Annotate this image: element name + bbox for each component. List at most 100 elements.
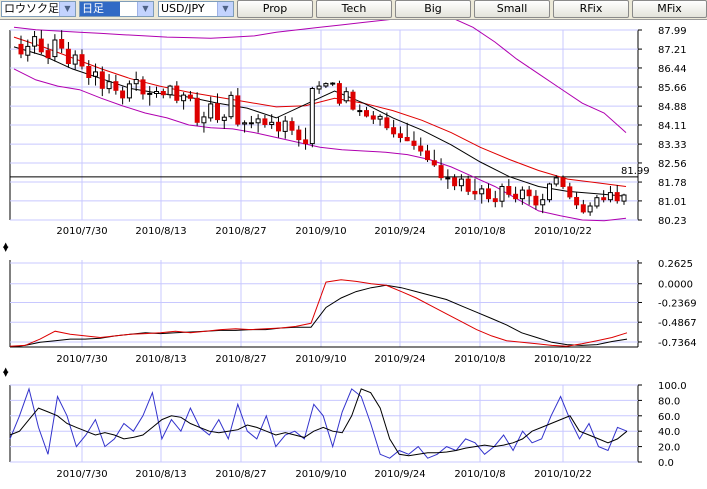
candle-body	[397, 133, 403, 139]
y-tick-label: -0.2369	[658, 298, 697, 309]
panel-splitter[interactable]: ▲ ▼	[0, 241, 707, 253]
y-tick-label: 80.23	[658, 216, 687, 227]
y-tick-label: 84.88	[658, 102, 687, 113]
candle-body	[262, 118, 268, 126]
candle-body	[621, 194, 627, 202]
candle-body	[201, 116, 207, 124]
candle-body	[235, 95, 241, 125]
candle-body	[479, 188, 485, 195]
candle-body	[465, 178, 471, 192]
candle-body	[574, 197, 580, 206]
y-tick-label: 100.0	[658, 381, 687, 392]
signal-line	[9, 279, 628, 347]
candle-body	[601, 197, 607, 201]
candle-body	[486, 188, 491, 200]
candle-body	[580, 204, 586, 213]
prop-button[interactable]: Prop	[237, 0, 313, 18]
stochastic-d-line	[9, 388, 628, 457]
x-tick-label: 2010/10/8	[454, 354, 505, 365]
candle-body	[248, 122, 254, 125]
candle-body	[323, 83, 329, 87]
y-tick-label: 20.0	[658, 443, 680, 454]
collapse-icon[interactable]: ▲ ▼	[3, 241, 9, 253]
candle-body	[215, 103, 220, 121]
chevron-down-icon[interactable]: ▼	[59, 2, 75, 16]
chart-style-select[interactable]: ロウソク足 ▼	[1, 1, 76, 17]
bollinger-lower-line	[13, 68, 627, 222]
small-button[interactable]: Small	[474, 0, 550, 18]
candle-body	[343, 91, 349, 102]
candle-body	[458, 178, 464, 187]
y-tick-label: 83.33	[658, 140, 687, 151]
period-value: 日足	[80, 2, 120, 16]
collapse-icon[interactable]: ▲ ▼	[3, 366, 9, 378]
x-tick-label: 2010/7/30	[56, 354, 107, 365]
candle-body	[336, 83, 342, 104]
candle-body	[350, 91, 356, 110]
x-tick-label: 2010/8/27	[215, 226, 266, 237]
macd-panel: 0.2625 0.0000 -0.2369 -0.4867 -0.7364 2010/7/…	[0, 252, 707, 367]
candle-body	[65, 48, 71, 64]
y-tick-label: 60.0	[658, 412, 680, 423]
x-tick-label: 2010/9/10	[295, 469, 346, 480]
rfix-button[interactable]: RFix	[553, 0, 629, 18]
stochastic-chart: 100.0 80.0 60.0 40.0 20.0 0.0 2010/7/30 2010/8/…	[9, 381, 687, 480]
big-button[interactable]: Big	[395, 0, 471, 18]
mfix-button[interactable]: MFix	[632, 0, 707, 18]
x-tick-label: 2010/7/30	[56, 469, 107, 480]
candle-body	[174, 85, 180, 101]
candle-body	[587, 205, 593, 213]
toolbar: ロウソク足 ▼ 日足 ▼ USD/JPY ▼ Prop Tech Big Sma…	[0, 0, 707, 20]
candle-body	[25, 45, 31, 56]
x-tick-label: 2010/8/27	[215, 354, 266, 365]
candle-body	[425, 150, 430, 161]
candle-body	[452, 177, 458, 187]
candle-body	[242, 122, 248, 125]
candle-body	[93, 71, 98, 77]
candle-body	[45, 50, 51, 59]
x-tick-label: 2010/9/10	[295, 354, 346, 365]
period-select[interactable]: 日足 ▼	[79, 1, 154, 17]
candle-body	[506, 186, 512, 195]
candle-body	[391, 127, 397, 135]
panel-splitter[interactable]: ▲ ▼	[0, 366, 707, 378]
candle-body	[18, 43, 24, 55]
chevron-down-icon[interactable]: ▼	[137, 2, 153, 16]
candle-body	[140, 79, 146, 95]
candle-body	[357, 110, 363, 113]
y-tick-label: 0.2625	[658, 259, 693, 270]
candle-body	[431, 160, 437, 166]
stochastic-k-line	[9, 387, 628, 459]
candle-body	[330, 82, 336, 85]
candle-body	[316, 85, 322, 90]
candle-body	[160, 91, 166, 96]
candle-body	[276, 121, 281, 132]
candle-body	[194, 97, 200, 123]
candle-body	[52, 39, 58, 58]
candle-body	[377, 115, 383, 120]
moving-average-long-line	[13, 36, 627, 187]
chevron-down-icon[interactable]: ▼	[217, 2, 233, 16]
candle-body	[221, 116, 227, 121]
candle-body	[540, 199, 546, 206]
candle-body	[86, 66, 92, 78]
x-tick-label: 2010/9/24	[374, 354, 425, 365]
candle-body	[547, 183, 552, 201]
y-tick-label: -0.7364	[658, 338, 697, 349]
x-tick-label: 2010/10/22	[534, 469, 592, 480]
candle-body	[133, 79, 139, 85]
x-tick-label: 2010/8/27	[215, 469, 266, 480]
price-panel: 87.99 87.21 86.44 85.66 84.88 84.11 83.33 82.56…	[0, 20, 707, 241]
candle-body	[59, 39, 65, 49]
y-tick-label: 81.78	[658, 178, 687, 189]
y-tick-label: 0.0000	[658, 280, 693, 291]
price-chart: 87.99 87.21 86.44 85.66 84.88 84.11 83.33 82.56…	[9, 20, 687, 237]
candle-body	[289, 121, 295, 131]
y-tick-label: 0.0	[658, 458, 674, 469]
candle-body	[492, 198, 498, 203]
x-tick-label: 2010/7/30	[56, 226, 107, 237]
x-tick-label: 2010/10/8	[454, 226, 505, 237]
x-tick-label: 2010/8/13	[135, 354, 186, 365]
symbol-select[interactable]: USD/JPY ▼	[158, 1, 234, 17]
tech-button[interactable]: Tech	[316, 0, 392, 18]
